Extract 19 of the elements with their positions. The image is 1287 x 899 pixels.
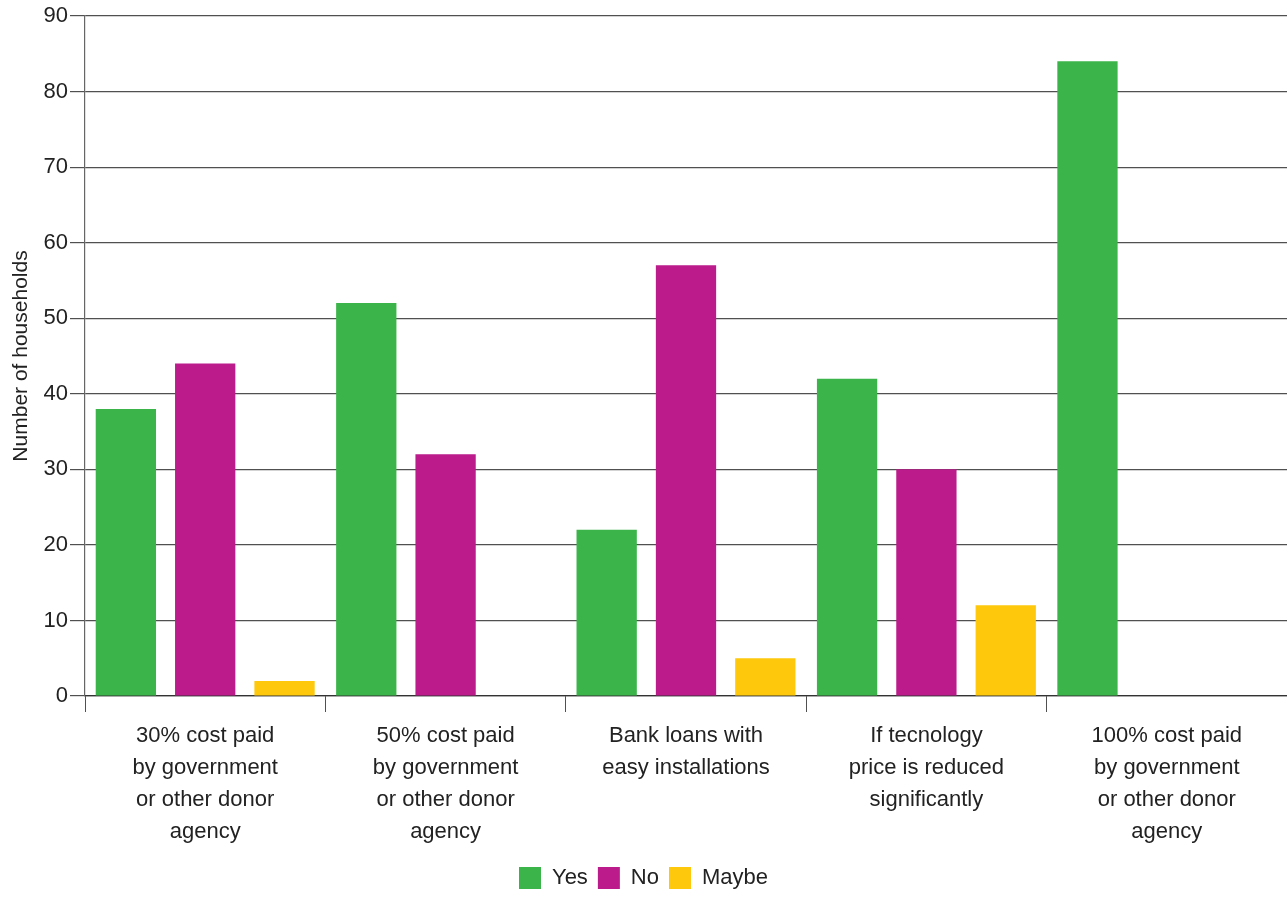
- x-tick-label: 50% cost paid by government or other donor agency: [372, 722, 519, 843]
- y-tick-label: 30: [43, 455, 68, 481]
- y-tick-label: 90: [43, 2, 68, 28]
- legend-label: No: [630, 864, 659, 890]
- y-axis-title: Number of households: [8, 250, 32, 462]
- y-tick-label: 0: [55, 682, 68, 708]
- x-tick-label: 100% cost paid by government or other donor agency: [1091, 722, 1243, 843]
- legend-label: Maybe: [701, 864, 769, 890]
- y-tick-label: 10: [43, 606, 68, 632]
- y-tick-label: 20: [43, 530, 68, 556]
- y-tick-label: 70: [43, 153, 68, 179]
- y-tick-label: 80: [43, 77, 68, 103]
- x-tick-label: Bank loans with easy installations: [602, 722, 770, 779]
- y-tick-label: 40: [43, 379, 68, 405]
- legend-label: Yes: [551, 864, 588, 890]
- y-tick-label: 50: [43, 304, 68, 330]
- x-tick-label: 30% cost paid by government or other donor agency: [132, 722, 278, 843]
- y-tick-label: 60: [43, 228, 68, 254]
- x-tick-label: If tecnology price is reduced significantly: [848, 722, 1005, 811]
